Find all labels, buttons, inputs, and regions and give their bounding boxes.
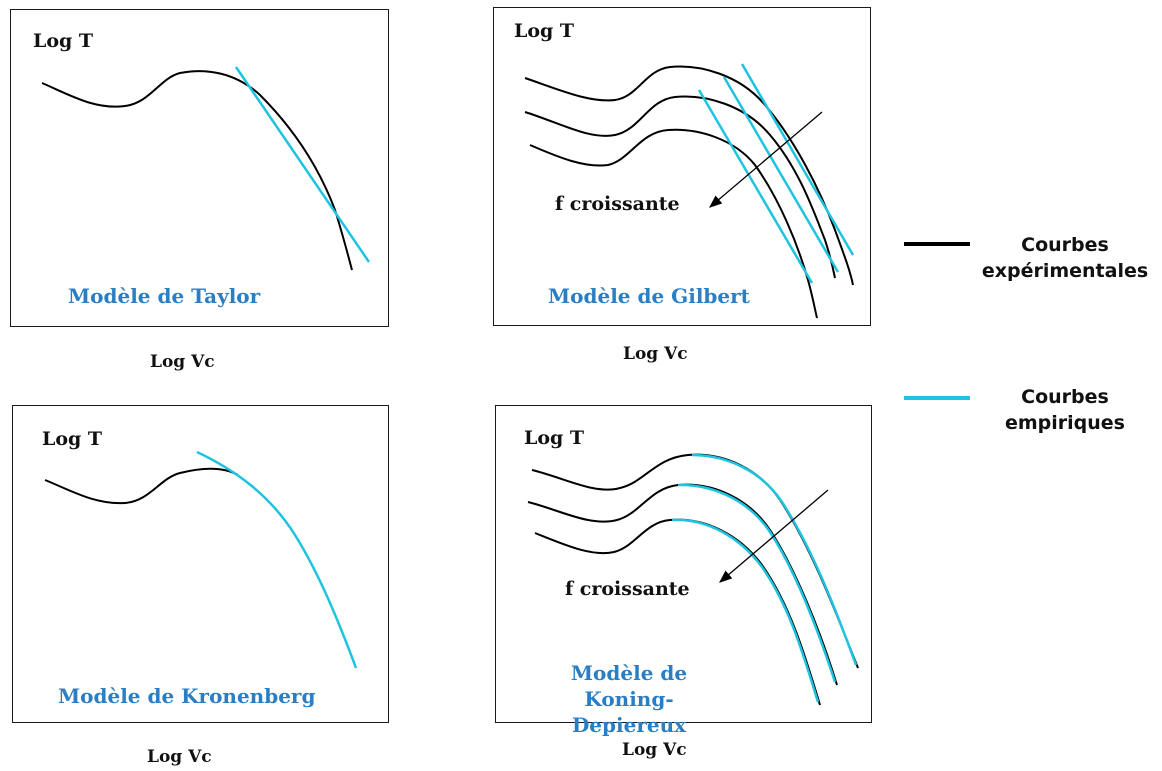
taylor-empirical-line xyxy=(234,66,371,263)
panel-kronenberg xyxy=(12,405,389,723)
koning-y-axis-label: Log T xyxy=(524,427,585,449)
kronenberg-empirical-curve xyxy=(196,450,358,669)
legend-experimental-label: Courbes expérimentales xyxy=(975,232,1155,284)
kronenberg-y-axis-label: Log T xyxy=(42,428,103,450)
gilbert-increasing-f-arrow xyxy=(709,111,823,208)
kronenberg-experimental-curve xyxy=(44,467,239,505)
koning-model-label-line1: Modèle de Koning- xyxy=(570,661,688,711)
gilbert-empirical-line-1 xyxy=(740,63,855,256)
gilbert-increasing-f-label: f croissante xyxy=(555,193,680,215)
koning-increasing-f-label: f croissante xyxy=(565,578,690,600)
gilbert-experimental-curve-3 xyxy=(529,128,818,319)
koning-increasing-f-arrow xyxy=(719,489,829,583)
taylor-x-axis-label: Log Vc xyxy=(150,352,215,372)
koning-empirical-curve-3 xyxy=(671,518,820,703)
panel-gilbert xyxy=(493,7,871,326)
gilbert-empirical-line-3 xyxy=(697,89,814,284)
gilbert-experimental-curve-2 xyxy=(524,95,836,279)
koning-empirical-curve-1 xyxy=(691,453,858,666)
legend-experimental-line2: expérimentales xyxy=(981,260,1149,282)
gilbert-y-axis-label: Log T xyxy=(514,20,575,42)
koning-empirical-curve-2 xyxy=(677,483,837,683)
panel-taylor xyxy=(10,9,389,327)
gilbert-x-axis-label: Log Vc xyxy=(623,344,688,364)
legend-empirical-label: Courbes empiriques xyxy=(975,384,1155,436)
gilbert-model-label: Modèle de Gilbert xyxy=(548,284,750,308)
koning-model-label: Modèle de Koning- Depiereux xyxy=(524,660,734,738)
legend-empirical-line1: Courbes xyxy=(1021,386,1109,408)
legend-experimental-line1: Courbes xyxy=(1021,234,1109,256)
koning-x-axis-label: Log Vc xyxy=(622,740,687,760)
kronenberg-x-axis-label: Log Vc xyxy=(147,747,212,767)
legend-empirical-line2: empiriques xyxy=(1004,412,1125,434)
taylor-model-label: Modèle de Taylor xyxy=(68,284,261,308)
gilbert-empirical-line-2 xyxy=(722,76,840,273)
koning-model-label-line2: Depiereux xyxy=(571,713,687,737)
kronenberg-model-label: Modèle de Kronenberg xyxy=(58,684,316,708)
gilbert-experimental-curve-1 xyxy=(524,65,854,286)
taylor-y-axis-label: Log T xyxy=(33,30,94,52)
